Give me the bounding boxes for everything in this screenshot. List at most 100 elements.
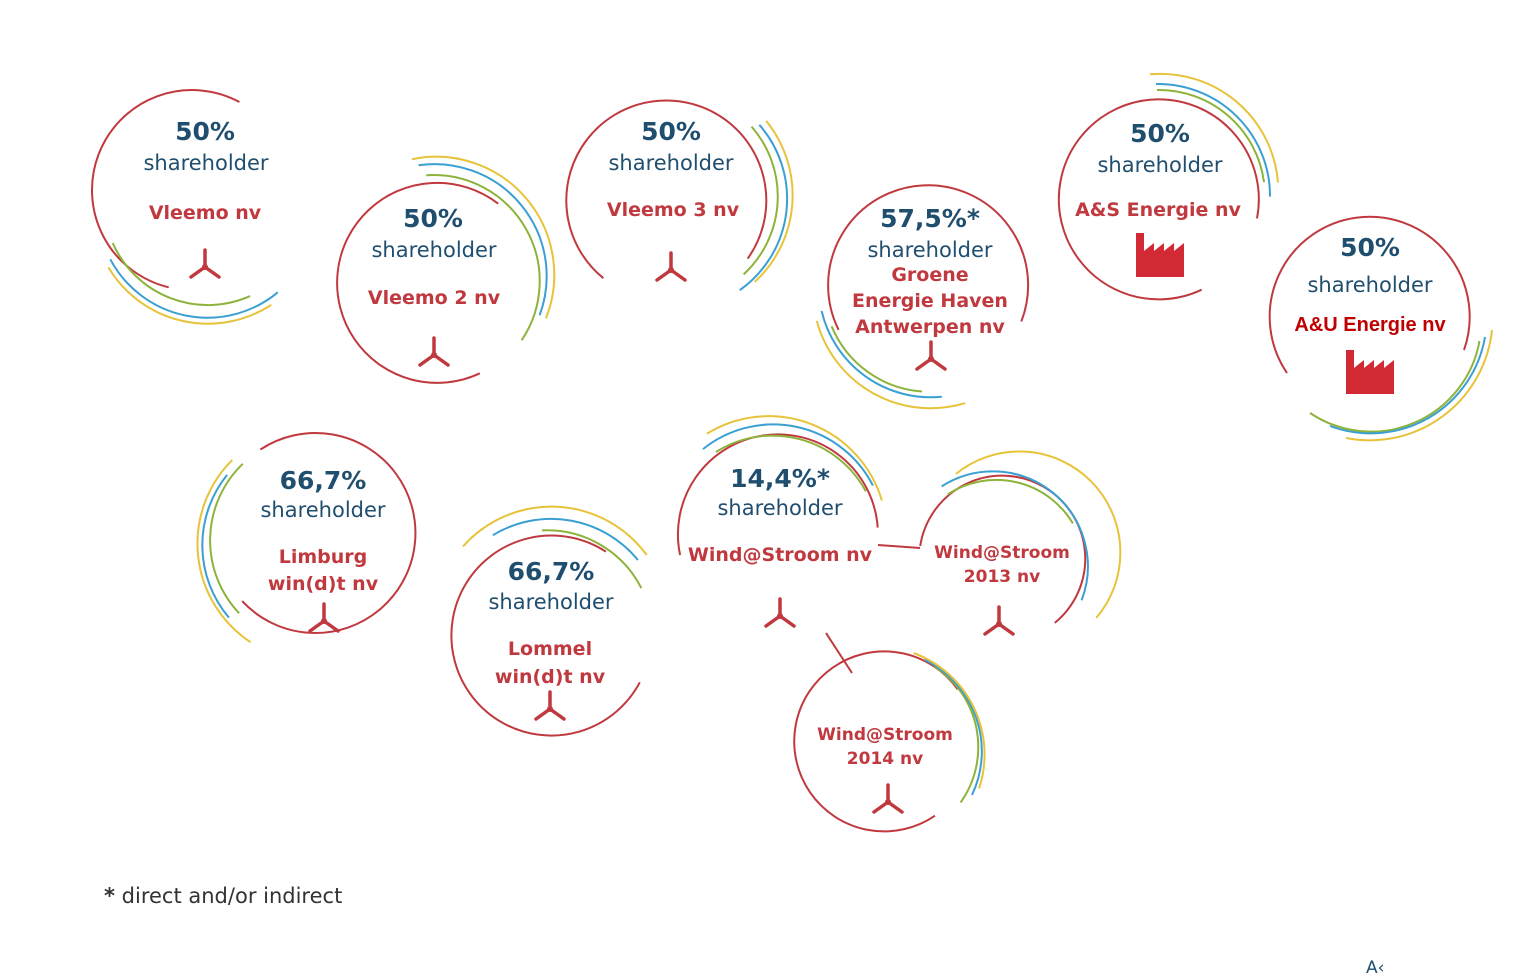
company-name: 2013 nv: [964, 567, 1040, 587]
connector-line: [825, 632, 853, 674]
ownership-percentage: 14,4%*: [730, 464, 830, 493]
color-arc-yellow: [196, 459, 252, 644]
footnote-asterisk: *: [104, 884, 115, 908]
color-arc-yellow: [706, 415, 883, 501]
shareholder-label: shareholder: [867, 238, 992, 262]
color-arc-yellow: [754, 120, 794, 283]
shareholder-label: shareholder: [488, 590, 613, 614]
color-arc-blue: [418, 163, 548, 316]
ownership-percentage: 50%: [1340, 233, 1400, 262]
company-name: Wind@Stroom nv: [688, 544, 873, 566]
ownership-percentage: 50%: [641, 117, 701, 146]
entity-vleemo-2: 50% shareholder Vleemo 2 nv: [336, 155, 556, 384]
color-arc-yellow: [107, 266, 272, 325]
entity-ring: [1268, 215, 1471, 374]
company-name: Wind@Stroom: [934, 543, 1070, 563]
shareholder-label: shareholder: [717, 496, 842, 520]
entity-lommel-windt: 66,7% shareholder Lommel win(d)t nv: [450, 505, 648, 737]
color-arc-blue: [1155, 82, 1272, 197]
ownership-percentage: 50%: [1130, 119, 1190, 148]
entity-vleemo-3: 50% shareholder Vleemo 3 nv: [565, 99, 794, 292]
company-name: Vleemo 2 nv: [368, 287, 501, 309]
entity-windstroom: 14,4%* shareholder Wind@Stroom nv: [677, 415, 883, 628]
color-arc-green: [111, 242, 251, 307]
ownership-percentage: 50%: [175, 117, 235, 146]
color-arc-green: [947, 478, 1074, 525]
shareholder-label: shareholder: [371, 238, 496, 262]
ownership-percentage: 66,7%: [508, 557, 595, 586]
color-arc-blue: [820, 310, 942, 399]
color-arc-green: [542, 529, 643, 589]
color-arc-blue: [924, 658, 983, 796]
color-arc-blue: [109, 258, 279, 319]
shareholder-label: shareholder: [1307, 273, 1432, 297]
entity-vleemo: 50% shareholder Vleemo nv: [91, 89, 279, 325]
entity-windstroom-2014: Wind@Stroom 2014 nv: [793, 650, 986, 833]
color-arc-green: [933, 665, 980, 804]
color-arc-blue: [702, 423, 874, 486]
footnote-text: direct and/or indirect: [121, 884, 343, 908]
factory-icon: [1136, 233, 1184, 277]
entity-as-energie: 50% shareholder A&S Energie nv: [1057, 72, 1279, 301]
company-name: 2014 nv: [847, 749, 923, 769]
entity-windstroom-2013: Wind@Stroom 2013 nv: [919, 450, 1122, 636]
color-arc-blue: [492, 517, 639, 561]
company-name: Lommel: [508, 638, 592, 660]
wind-turbine-icon: [418, 336, 450, 367]
shareholder-label: shareholder: [260, 498, 385, 522]
color-arc-yellow: [462, 505, 648, 556]
company-name: Wind@Stroom: [817, 725, 953, 745]
wind-turbine-icon: [308, 602, 340, 633]
shareholder-label: shareholder: [1097, 153, 1222, 177]
color-arc-blue: [201, 474, 230, 619]
company-name: Vleemo 3 nv: [607, 199, 740, 221]
color-arc-blue: [1329, 336, 1486, 435]
ownership-percentage: 57,5%*: [880, 204, 980, 233]
entity-ring: [565, 99, 768, 279]
wind-turbine-icon: [983, 605, 1015, 636]
company-name: Antwerpen nv: [855, 316, 1005, 338]
shareholder-label: shareholder: [143, 151, 268, 175]
wind-turbine-icon: [534, 690, 566, 721]
company-name: Groene: [891, 264, 968, 286]
shareholder-label: shareholder: [608, 151, 733, 175]
company-name: Energie Haven: [852, 290, 1008, 312]
company-name: A&S Energie nv: [1075, 199, 1241, 221]
ownership-percentage: 50%: [403, 204, 463, 233]
entity-ring: [241, 432, 417, 634]
company-name: Limburg: [279, 546, 368, 568]
color-arc-yellow: [1149, 72, 1279, 183]
color-arc-yellow: [411, 155, 556, 319]
company-name: Vleemo nv: [149, 202, 262, 224]
entity-limburg-windt: 66,7% shareholder Limburg win(d)t nv: [196, 432, 417, 644]
entity-ring: [336, 181, 499, 384]
color-arc-yellow: [913, 652, 986, 789]
color-arc-yellow: [815, 320, 966, 410]
company-name: A&U Energie nv: [1294, 314, 1446, 336]
color-arc-green: [426, 174, 541, 341]
factory-icon: [1346, 350, 1394, 394]
entity-ring: [827, 184, 1030, 331]
entity-ring: [793, 650, 959, 833]
color-arc-green: [1309, 340, 1481, 433]
color-arc-yellow: [955, 450, 1122, 619]
company-name: win(d)t nv: [268, 573, 379, 595]
ownership-percentage: 66,7%: [280, 466, 367, 495]
wind-turbine-icon: [189, 248, 221, 279]
color-arc-green: [742, 125, 779, 276]
wind-turbine-icon: [655, 251, 687, 282]
color-arc-green: [209, 463, 244, 614]
entity-ring: [450, 534, 641, 737]
wind-turbine-icon: [872, 783, 904, 814]
color-arc-green: [830, 325, 923, 393]
color-arc-yellow: [1345, 329, 1493, 442]
color-arc-green: [1156, 88, 1265, 183]
entity-au-energie: 50% shareholder A&U Energie nv: [1268, 215, 1493, 442]
entity-groene-energie: 57,5%* shareholder Groene Energie Haven …: [815, 184, 1030, 410]
corner-text: A‹: [1366, 958, 1385, 978]
entity-ring: [1057, 98, 1260, 301]
color-arc-green: [715, 434, 867, 492]
wind-turbine-icon: [915, 340, 947, 371]
footnote: * direct and/or indirect: [104, 884, 342, 908]
